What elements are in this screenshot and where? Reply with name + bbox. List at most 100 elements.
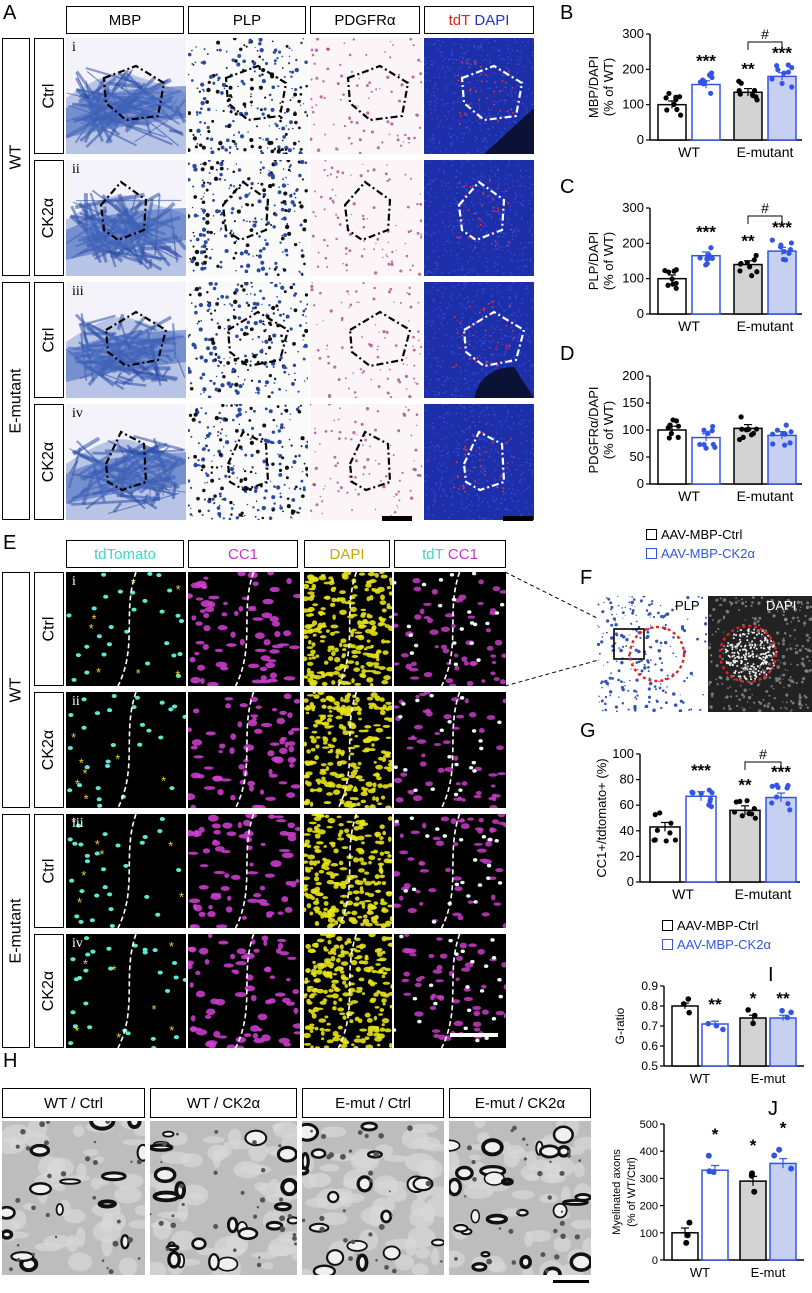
data-point	[709, 428, 715, 434]
panel-e-tile-tdt-2: *******	[66, 692, 186, 808]
data-point	[752, 815, 758, 821]
data-point	[705, 1152, 712, 1159]
data-point	[731, 809, 738, 815]
data-point	[654, 827, 661, 833]
panel-e-tile-merge-2	[394, 692, 506, 808]
ytick-label: 0.9	[641, 980, 658, 993]
data-point	[770, 441, 776, 447]
data-point	[738, 80, 744, 86]
data-point	[751, 257, 757, 263]
group-label-e-wt: WT	[2, 572, 30, 808]
data-point	[782, 257, 789, 263]
data-point	[704, 256, 710, 262]
ytick-label: 60	[620, 797, 634, 812]
data-point	[706, 1168, 713, 1175]
svg-text:*: *	[75, 777, 80, 792]
bar-B-0-1	[691, 83, 721, 141]
data-point	[678, 112, 684, 118]
svg-text:*: *	[161, 773, 166, 788]
panel-e-tile-cc1-2	[188, 692, 300, 808]
panel-a-tile-plp-1	[188, 38, 308, 154]
svg-text:*: *	[92, 612, 97, 627]
svg-text:*: *	[99, 847, 104, 862]
header-e-cc1: CC1	[447, 545, 478, 563]
legend-ctrl-1: AAV-MBP-Ctrl	[646, 527, 742, 542]
data-point	[665, 282, 671, 288]
panel-a-tile-pdg-2	[310, 160, 422, 276]
data-point	[787, 440, 793, 446]
data-point	[666, 90, 672, 97]
data-point	[713, 1022, 720, 1029]
data-point	[785, 800, 791, 807]
svg-text:*: *	[96, 665, 101, 680]
x-category-label: WT	[690, 1071, 710, 1086]
data-point	[745, 1007, 751, 1013]
x-category-label: WT	[672, 886, 694, 902]
chart-j: 0 100 200 300 400 500 Myelinated axons (% of WT…	[611, 1118, 804, 1280]
f-plp-texture	[597, 596, 707, 712]
cond-label-e-ck2a-1: CK2α	[34, 692, 64, 808]
data-point	[703, 262, 709, 268]
panel-e-tile-tdt-1: *** ****	[66, 572, 186, 686]
panel-label-g: G	[580, 720, 596, 742]
data-point	[753, 426, 760, 432]
data-point	[751, 806, 757, 812]
data-point	[673, 418, 680, 424]
svg-text:*: *	[81, 868, 86, 883]
svg-text:*: *	[176, 582, 181, 597]
cond-label-e-ck2a-2: CK2α	[34, 934, 64, 1048]
data-point	[739, 813, 745, 819]
data-point	[789, 84, 795, 90]
data-point	[744, 798, 750, 804]
legend-ck2a-1: AAV-MBP-CK2α	[646, 546, 755, 561]
data-point	[671, 268, 677, 274]
data-point	[668, 820, 674, 826]
data-point	[740, 434, 746, 441]
header-tdt-dapi: tdT DAPI	[424, 6, 534, 34]
legend-ctrl-2: AAV-MBP-Ctrl	[662, 918, 758, 933]
data-point	[738, 260, 744, 267]
y-axis-label: (% of WT)	[601, 232, 616, 291]
data-point	[770, 431, 776, 437]
panel-a-tile-plp-4	[188, 404, 308, 520]
data-point	[787, 247, 794, 253]
y-axis-label: (% of WT/Ctrl)	[626, 1157, 638, 1227]
data-point	[751, 1012, 758, 1019]
ytick-label: 200	[622, 368, 644, 383]
panel-a-tile-plp-3	[188, 282, 308, 398]
f-dapi-texture	[708, 596, 812, 712]
data-point	[737, 268, 743, 274]
significance-marker: ***	[772, 43, 792, 62]
data-point	[787, 807, 793, 813]
data-point	[781, 70, 787, 76]
significance-marker: *	[750, 989, 757, 1008]
data-point	[749, 273, 755, 279]
group-label-e-emutant: E-mutant	[2, 814, 30, 1048]
x-category-label: WT	[678, 318, 700, 334]
significance-marker: *	[750, 1136, 757, 1155]
data-point	[774, 63, 780, 69]
header-tdtomato: tdTomato	[66, 540, 184, 568]
svg-text:*: *	[175, 668, 180, 683]
data-point	[669, 276, 675, 282]
data-point	[652, 812, 658, 818]
y-axis-label: Myelinated axons	[611, 1149, 623, 1235]
legend-ck2a-2: AAV-MBP-CK2α	[662, 937, 771, 952]
data-point	[776, 1146, 783, 1153]
e-row-label-iv: iv	[72, 936, 83, 951]
data-point	[666, 269, 672, 275]
data-point	[754, 269, 760, 275]
ytick-label: 0	[627, 874, 634, 889]
ytick-label: 150	[622, 395, 644, 410]
panel-label-a: A	[3, 2, 17, 24]
data-point	[779, 80, 785, 87]
cond-label-ctrl-1: Ctrl	[34, 38, 64, 154]
data-point	[707, 72, 713, 78]
data-point	[685, 996, 692, 1002]
em-image-2	[150, 1121, 297, 1275]
panel-a-tile-dapi-3	[424, 282, 534, 398]
y-axis-label: (% of WT)	[601, 58, 616, 117]
data-point	[775, 67, 781, 73]
